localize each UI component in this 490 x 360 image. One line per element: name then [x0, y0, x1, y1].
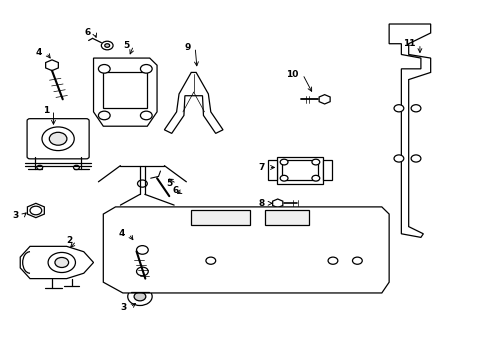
FancyBboxPatch shape — [27, 119, 89, 159]
Text: 6: 6 — [173, 186, 179, 195]
Circle shape — [280, 175, 288, 181]
Polygon shape — [272, 199, 283, 208]
Text: 10: 10 — [286, 70, 299, 79]
Circle shape — [141, 111, 152, 120]
Bar — [103, 72, 147, 108]
Circle shape — [49, 132, 67, 145]
Polygon shape — [389, 24, 431, 237]
Circle shape — [312, 175, 320, 181]
Polygon shape — [319, 95, 330, 104]
Circle shape — [411, 155, 421, 162]
Text: 1: 1 — [43, 105, 49, 114]
Circle shape — [328, 257, 338, 264]
Text: 8: 8 — [258, 199, 265, 208]
Circle shape — [134, 292, 146, 301]
Circle shape — [98, 111, 110, 120]
Circle shape — [394, 155, 404, 162]
Circle shape — [101, 41, 113, 50]
Polygon shape — [20, 246, 94, 279]
Circle shape — [128, 288, 152, 306]
Circle shape — [411, 105, 421, 112]
Text: 4: 4 — [36, 48, 42, 57]
Circle shape — [137, 267, 148, 276]
Polygon shape — [103, 207, 389, 293]
Circle shape — [138, 180, 147, 187]
Bar — [191, 211, 250, 225]
Circle shape — [74, 165, 79, 170]
Polygon shape — [277, 157, 323, 184]
Circle shape — [394, 105, 404, 112]
Bar — [323, 160, 332, 180]
Circle shape — [48, 252, 75, 273]
Text: 7: 7 — [258, 163, 265, 172]
Polygon shape — [131, 241, 143, 251]
Polygon shape — [46, 60, 58, 71]
Circle shape — [137, 246, 148, 254]
Circle shape — [105, 44, 110, 47]
Polygon shape — [27, 203, 44, 218]
Circle shape — [206, 257, 216, 264]
Circle shape — [55, 257, 69, 267]
Polygon shape — [164, 72, 223, 134]
Bar — [265, 211, 309, 225]
Text: 5: 5 — [123, 41, 130, 50]
Bar — [268, 160, 277, 180]
Circle shape — [42, 127, 74, 150]
Circle shape — [312, 159, 320, 165]
Text: 3: 3 — [120, 303, 126, 312]
Polygon shape — [94, 58, 157, 126]
Circle shape — [280, 159, 288, 165]
Circle shape — [141, 64, 152, 73]
Circle shape — [98, 64, 110, 73]
Text: 2: 2 — [66, 237, 73, 246]
Circle shape — [30, 206, 42, 215]
Text: 9: 9 — [185, 43, 191, 52]
Text: 11: 11 — [403, 39, 416, 48]
Bar — [282, 160, 319, 180]
Text: 5: 5 — [167, 179, 172, 188]
Text: 3: 3 — [13, 211, 19, 220]
Text: 6: 6 — [84, 28, 91, 37]
Circle shape — [352, 257, 362, 264]
Bar — [131, 286, 149, 292]
Text: 4: 4 — [119, 229, 125, 238]
Circle shape — [37, 165, 43, 170]
